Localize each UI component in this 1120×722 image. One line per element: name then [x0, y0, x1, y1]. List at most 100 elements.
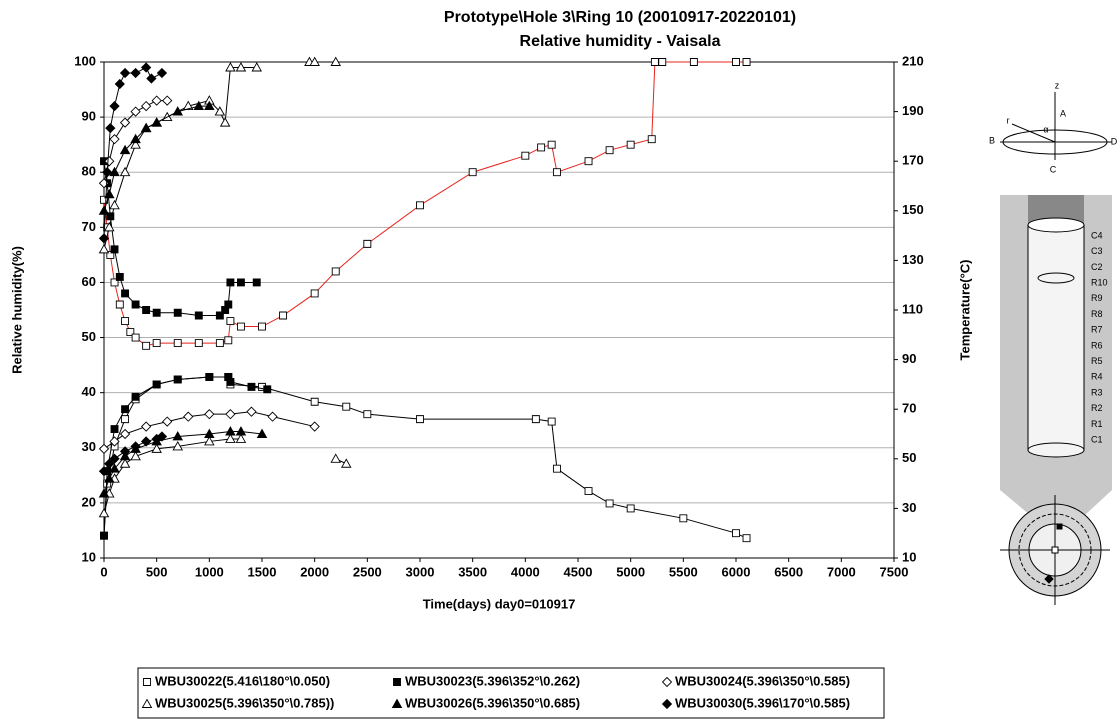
layer-label: R8: [1091, 309, 1103, 319]
y-tick-label: 70: [82, 219, 96, 234]
marker: [104, 458, 115, 469]
marker: [142, 341, 151, 350]
marker: [110, 245, 119, 254]
diagram-label: z: [1055, 80, 1060, 90]
marker: [256, 428, 268, 438]
y2-tick-label: 70: [902, 401, 916, 416]
marker: [626, 140, 635, 149]
ring-ellipse: [1037, 272, 1075, 284]
legend-label: WBU30030(5.396\170°\0.585): [675, 695, 850, 710]
y2-tick-label: 190: [902, 103, 924, 118]
marker: [119, 428, 131, 440]
layer-label: R5: [1091, 356, 1103, 366]
y-tick-label: 40: [82, 384, 96, 399]
series-line: [103, 376, 268, 536]
marker: [225, 426, 236, 436]
marker: [130, 106, 141, 117]
marker: [205, 373, 214, 381]
marker: [130, 441, 141, 452]
layer-label: R2: [1091, 403, 1103, 413]
marker: [204, 428, 215, 438]
marker: [279, 311, 288, 320]
diagram-label: C: [1050, 164, 1057, 174]
y2-axis-label: Temperature(°C): [957, 259, 972, 360]
marker: [626, 504, 635, 513]
marker: [173, 375, 182, 384]
marker: [235, 426, 247, 436]
y-tick-label: 100: [74, 53, 96, 68]
layer-label: C3: [1091, 246, 1103, 256]
marker: [584, 487, 593, 495]
plot-frame: [103, 61, 895, 559]
marker: [236, 278, 245, 287]
y-tick-label: 10: [82, 549, 96, 564]
marker: [331, 267, 340, 276]
marker: [552, 464, 561, 473]
x-tick-label: 7000: [827, 564, 856, 579]
marker: [330, 56, 342, 66]
marker: [109, 100, 120, 112]
y-tick-label: 80: [82, 164, 96, 179]
marker: [742, 534, 751, 543]
marker: [115, 272, 124, 281]
marker: [363, 239, 372, 248]
marker: [109, 199, 120, 210]
marker: [226, 377, 235, 386]
chart-title: Prototype\Hole 3\Ring 10 (20010917-20220…: [444, 9, 796, 26]
marker: [109, 436, 120, 447]
layer-label: R3: [1091, 387, 1103, 397]
marker: [152, 380, 161, 389]
marker: [247, 382, 256, 391]
marker: [152, 339, 161, 348]
layer-label: C2: [1091, 262, 1103, 272]
marker: [214, 106, 226, 116]
marker: [109, 463, 120, 473]
marker: [115, 300, 124, 309]
marker: [121, 415, 130, 424]
marker: [342, 402, 351, 411]
legend-marker: [143, 678, 151, 686]
x-tick-label: 3000: [406, 564, 435, 579]
x-tick-label: 5000: [616, 564, 645, 579]
marker: [310, 289, 319, 298]
marker: [225, 409, 236, 420]
marker: [98, 507, 110, 518]
marker: [109, 453, 120, 464]
marker: [732, 529, 740, 538]
marker: [119, 117, 131, 128]
series-line: [103, 376, 747, 539]
y-tick-label: 90: [82, 109, 96, 124]
marker: [121, 289, 130, 298]
marker: [235, 433, 247, 443]
marker: [224, 336, 233, 345]
marker: [152, 308, 161, 317]
marker: [194, 311, 203, 320]
marker: [521, 151, 530, 160]
marker: [162, 95, 173, 106]
y2-tick-label: 170: [902, 153, 924, 168]
y2-tick-label: 10: [902, 549, 916, 564]
marker: [658, 58, 667, 66]
legend-box: [137, 667, 885, 719]
diagram-label: D: [1111, 136, 1118, 146]
marker: [98, 243, 110, 254]
y-tick-label: 20: [82, 494, 96, 509]
marker: [647, 135, 656, 144]
y2-tick-label: 210: [902, 53, 924, 68]
chart-subtitle: Relative humidity - Vaisala: [520, 33, 721, 50]
marker: [204, 436, 215, 446]
marker: [330, 453, 342, 463]
legend-label: WBU30024(5.396\350°\0.585): [675, 673, 850, 688]
y2-tick-label: 130: [902, 252, 924, 267]
marker: [183, 411, 194, 422]
marker: [416, 201, 424, 210]
legend-label: WBU30025(5.396\350°\0.785)): [155, 695, 334, 710]
marker: [732, 58, 740, 66]
marker: [251, 62, 263, 72]
legend-marker: [141, 698, 153, 708]
marker: [246, 406, 257, 417]
marker: [742, 58, 751, 66]
marker: [252, 278, 261, 287]
